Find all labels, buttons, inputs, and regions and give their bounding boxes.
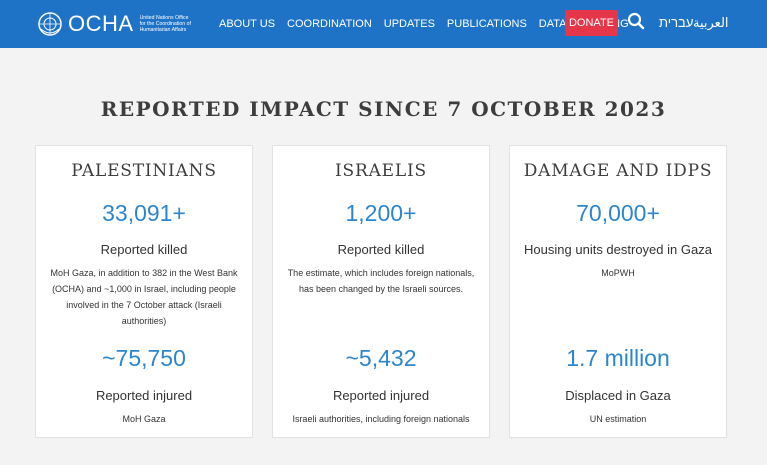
logo-subtitle: United Nations Office for the Coordinati… — [139, 15, 191, 33]
injured-count: ~75,750 — [102, 345, 186, 371]
displaced-count: 1.7 million — [566, 345, 670, 371]
card-heading: PALESTINIANS — [71, 161, 217, 181]
killed-source-note: The estimate, which includes foreign nat… — [287, 268, 475, 294]
donate-button[interactable]: DONATE — [565, 10, 618, 36]
injured-source-note: Israeli authorities, including foreign n… — [292, 414, 470, 424]
nav-coordination[interactable]: COORDINATION — [287, 18, 372, 30]
impact-card-israelis: ISRAELIS 1,200+ Reported killed The esti… — [272, 145, 490, 438]
housing-destroyed-label: Housing units destroyed in Gaza — [524, 242, 712, 257]
search-icon[interactable] — [627, 12, 645, 30]
impact-card-palestinians: PALESTINIANS 33,091+ Reported killed MoH… — [35, 145, 253, 438]
killed-count: 33,091+ — [102, 200, 186, 226]
card-heading: ISRAELIS — [335, 161, 427, 181]
injured-count: ~5,432 — [345, 345, 417, 371]
injured-label: Reported injured — [95, 388, 193, 403]
displaced-source-note: UN estimation — [589, 414, 647, 424]
killed-label: Reported killed — [337, 242, 425, 257]
impact-card-damage-idps: DAMAGE AND IDPS 70,000+ Housing units de… — [509, 145, 727, 438]
housing-source-note: MoPWH — [601, 268, 635, 278]
injured-source-note: MoH Gaza — [122, 414, 166, 424]
nav-updates[interactable]: UPDATES — [383, 18, 435, 30]
injured-label: Reported injured — [332, 388, 430, 403]
language-arabic-link[interactable]: العربية — [693, 15, 729, 30]
nav-publications[interactable]: PUBLICATIONS — [446, 18, 527, 30]
logo-wordmark: OCHA — [68, 11, 134, 36]
un-emblem-icon — [36, 10, 64, 38]
killed-label: Reported killed — [100, 242, 188, 257]
ocha-logo[interactable]: OCHA United Nations Office for the Coord… — [36, 10, 202, 38]
displaced-label: Displaced in Gaza — [565, 388, 671, 403]
page-title: REPORTED IMPACT SINCE 7 OCTOBER 2023 — [100, 97, 667, 121]
site-header: OCHA United Nations Office for the Coord… — [0, 0, 767, 48]
nav-about-us[interactable]: ABOUT US — [219, 18, 276, 30]
killed-count: 1,200+ — [345, 200, 417, 226]
housing-destroyed-count: 70,000+ — [576, 200, 660, 226]
card-heading: DAMAGE AND IDPS — [523, 161, 713, 181]
nav-data[interactable]: DATA — [538, 18, 567, 30]
killed-source-note: MoH Gaza, in addition to 382 in the West… — [50, 268, 238, 326]
language-hebrew-link[interactable]: עברית — [659, 15, 694, 30]
